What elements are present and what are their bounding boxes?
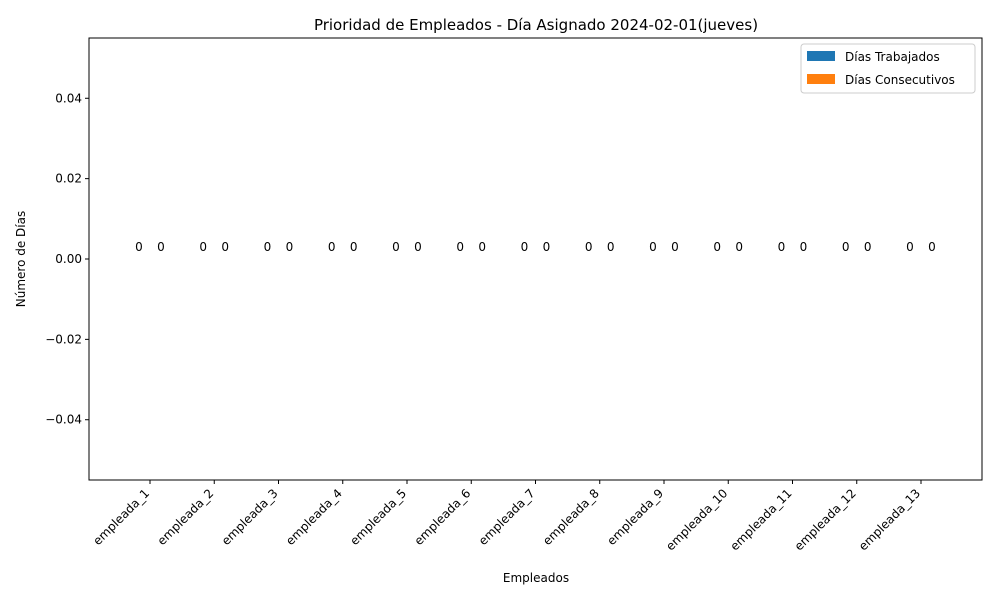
bar-value-label: 0	[199, 240, 207, 254]
y-tick-label: −0.04	[45, 413, 82, 427]
bar-value-label: 0	[585, 240, 593, 254]
bar-value-label: 0	[649, 240, 657, 254]
legend-box	[800, 43, 976, 94]
bar-value-label: 0	[864, 240, 872, 254]
y-tick-label: −0.02	[45, 332, 82, 346]
y-tick-label: 0.02	[55, 172, 82, 186]
y-axis-ticks: −0.04 −0.02 0.00 0.02 0.04	[45, 91, 89, 427]
y-tick-label: 0.04	[55, 91, 82, 105]
bar-value-label: 0	[928, 240, 936, 254]
bar-value-label: 0	[328, 240, 336, 254]
bar-value-label: 0	[286, 240, 294, 254]
bar-value-label: 0	[713, 240, 721, 254]
bar-value-label: 0	[671, 240, 679, 254]
bar-value-label: 0	[735, 240, 743, 254]
bar-value-label: 0	[264, 240, 272, 254]
bar-value-label: 0	[543, 240, 551, 254]
chart-title: Prioridad de Empleados - Día Asignado 20…	[314, 16, 758, 34]
bar-value-label: 0	[607, 240, 615, 254]
bar-value-label: 0	[350, 240, 358, 254]
bar-value-label: 0	[842, 240, 850, 254]
bar-value-label: 0	[392, 240, 400, 254]
bar-value-label: 0	[778, 240, 786, 254]
y-tick-label: 0.00	[55, 252, 82, 266]
bar-value-label: 0	[157, 240, 165, 254]
bar-value-label: 0	[478, 240, 486, 254]
bar-value-label: 0	[521, 240, 529, 254]
legend-label-dias-consecutivos: Días Consecutivos	[845, 73, 955, 87]
legend-label-dias-trabajados: Días Trabajados	[845, 50, 940, 64]
y-axis-label: Número de Días	[14, 211, 28, 307]
bar-value-label: 0	[800, 240, 808, 254]
bar-value-label: 0	[456, 240, 464, 254]
bar-value-label: 0	[414, 240, 422, 254]
bar-value-label: 0	[906, 240, 914, 254]
bar-value-label: 0	[135, 240, 143, 254]
bar-value-label: 0	[221, 240, 229, 254]
legend-swatch-dias-trabajados	[807, 51, 835, 61]
x-axis-label: Empleados	[503, 571, 569, 585]
legend: Días Trabajados Días Consecutivos	[800, 43, 976, 94]
legend-swatch-dias-consecutivos	[807, 74, 835, 84]
data-labels-group: 0 0 0 0 0 0 0 0 0 0 0 0 00 0 0 0 0 0 0 0 0 0 0 0 0	[135, 240, 936, 254]
